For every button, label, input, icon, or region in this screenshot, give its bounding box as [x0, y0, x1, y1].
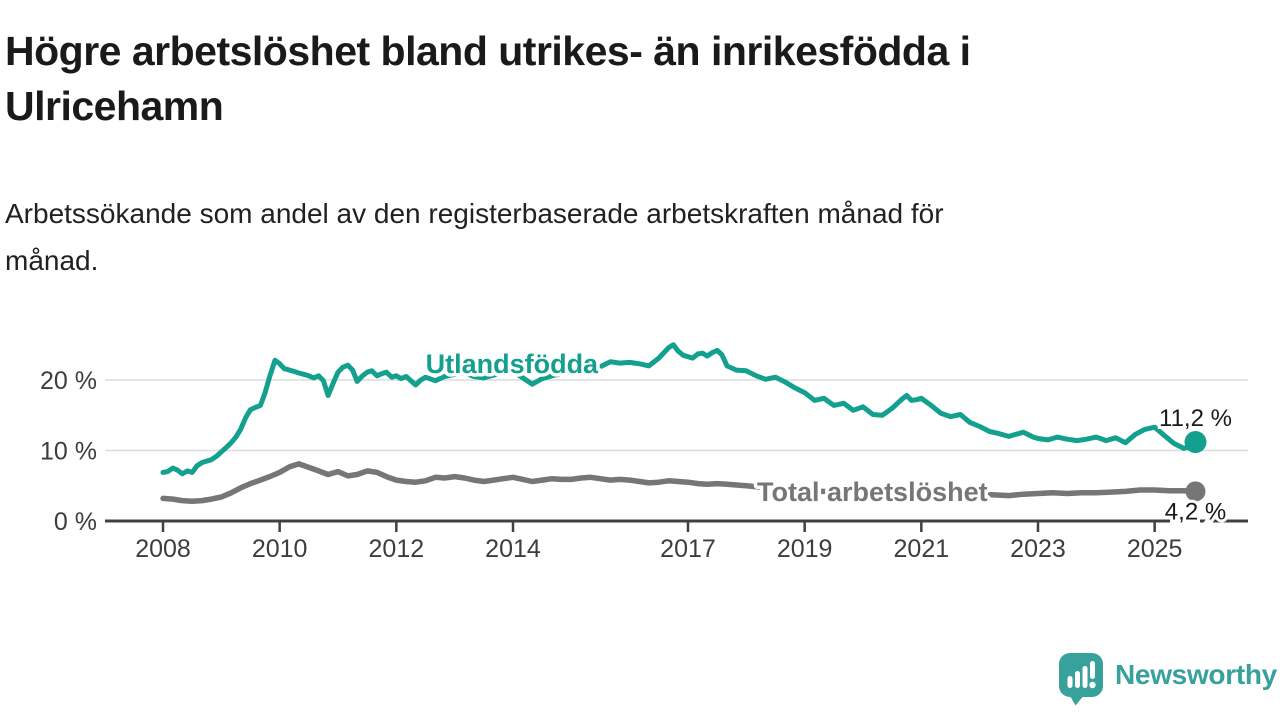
series-label-utlandsfodda: Utlandsfödda	[426, 349, 599, 379]
series-label-total: Total arbetslöshet	[757, 477, 988, 507]
end-value-label-total: 4,2 %	[1165, 498, 1226, 525]
page-title: Högre arbetslöshet bland utrikes- än inr…	[5, 24, 1195, 134]
x-tick-label-2008: 2008	[135, 535, 191, 563]
logo-bar-2	[1075, 671, 1080, 688]
x-tick-label-2012: 2012	[369, 535, 425, 563]
series-line-total	[160, 461, 1199, 505]
end-dot-total	[1185, 481, 1206, 502]
chart-subtitle-line2: månad.	[5, 245, 99, 276]
x-tick-label-2019: 2019	[777, 535, 833, 563]
logo-bubble	[1059, 653, 1103, 697]
page-title-line1: Högre arbetslöshet bland utrikes- än inr…	[5, 28, 971, 74]
newsworthy-logo-icon	[1059, 653, 1103, 706]
logo-bubble-tail	[1069, 694, 1085, 706]
logo-exclamation-bar	[1090, 661, 1095, 679]
y-tick-label-0: 0 %	[54, 508, 97, 536]
brand-name: Newsworthy	[1115, 659, 1277, 690]
y-tick-label-10: 10 %	[40, 438, 97, 466]
x-tick-label-2023: 2023	[1010, 535, 1066, 563]
x-tick-label-2010: 2010	[252, 535, 308, 563]
chart-subtitle-line1: Arbetssökande som andel av den registerb…	[5, 198, 944, 229]
end-value-label-utlandsfodda: 11,2 %	[1159, 405, 1232, 432]
y-tick-label-20: 20 %	[40, 367, 97, 395]
end-dot-utlandsfodda	[1184, 431, 1207, 454]
brand-lockup: Newsworthy	[1058, 652, 1277, 706]
logo-bar-1	[1067, 676, 1073, 688]
chart-subtitle: Arbetssökande som andel av den registerb…	[5, 190, 1185, 284]
logo-bar-3	[1082, 666, 1088, 688]
page-title-line2: Ulricehamn	[5, 83, 224, 129]
x-tick-label-2014: 2014	[485, 535, 541, 563]
logo-exclamation-dot	[1089, 681, 1096, 689]
x-tick-label-2021: 2021	[894, 535, 950, 563]
x-tick-label-2025: 2025	[1127, 535, 1183, 563]
x-tick-label-2017: 2017	[660, 535, 716, 563]
series-line-utlandsfodda	[160, 342, 1198, 477]
